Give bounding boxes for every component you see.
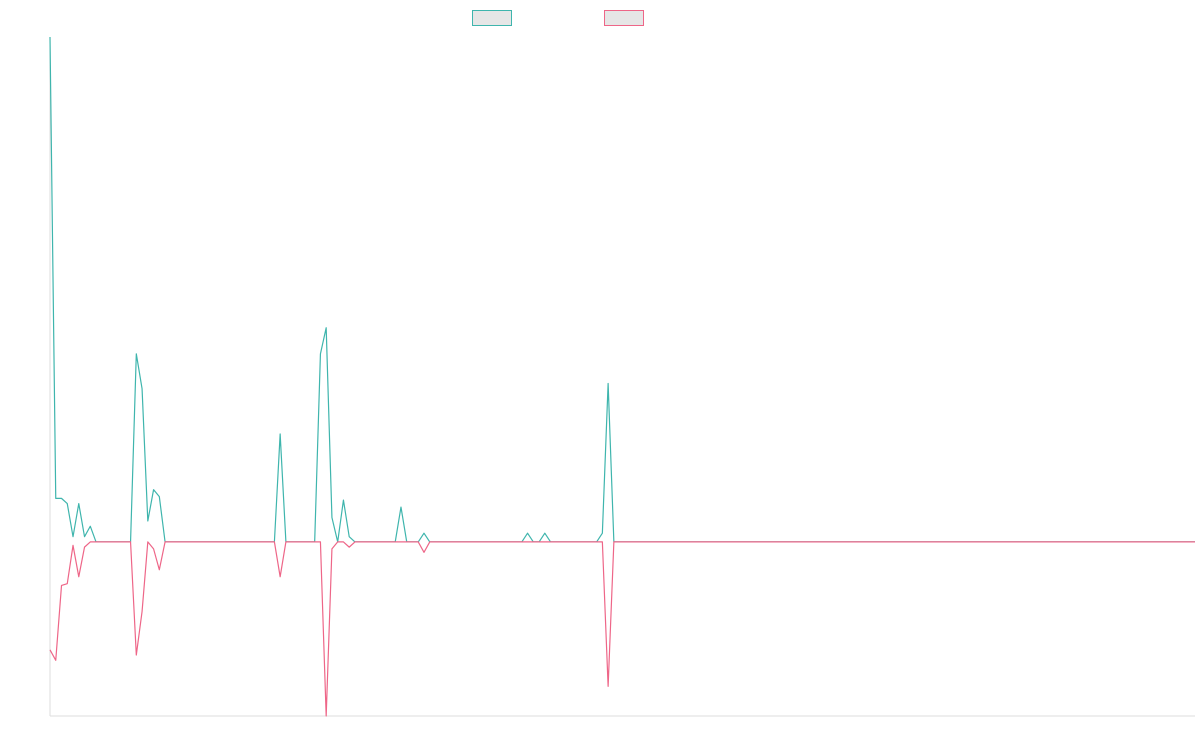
legend-swatch-series-2[interactable]: [604, 10, 644, 26]
series-2-line[interactable]: [49, 541, 1195, 717]
legend-swatch-series-1[interactable]: [472, 10, 512, 26]
series-1-line[interactable]: [49, 36, 1195, 543]
plot-series: [49, 36, 1195, 717]
plot-axes: [49, 37, 1195, 717]
